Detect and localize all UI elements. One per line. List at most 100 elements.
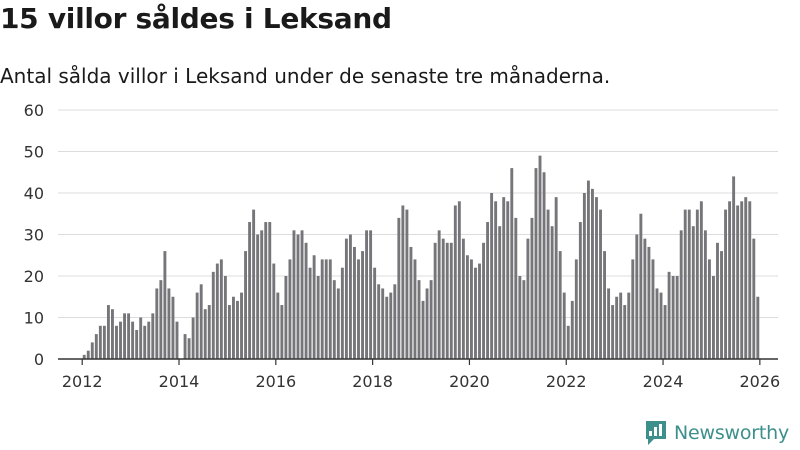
bar (465, 255, 469, 359)
bar (284, 276, 288, 359)
bar (155, 288, 159, 359)
bar (98, 325, 102, 359)
bar (308, 267, 312, 359)
bar (393, 284, 397, 359)
bar (316, 276, 320, 359)
bar (151, 313, 155, 359)
bar (744, 197, 748, 359)
bar (264, 222, 268, 359)
bar (469, 259, 473, 359)
bar (449, 242, 453, 359)
bar (385, 296, 389, 359)
bar (219, 259, 223, 359)
bar (748, 201, 752, 359)
bar (252, 209, 256, 359)
bar (659, 292, 663, 359)
bar (413, 259, 417, 359)
bar (425, 288, 429, 359)
bar (526, 238, 530, 359)
newsworthy-logo: Newsworthy (644, 420, 789, 446)
bar (288, 259, 292, 359)
bar (328, 259, 332, 359)
x-tick-label: 2016 (255, 372, 296, 391)
bar (175, 321, 179, 359)
bar (163, 251, 167, 359)
bar (183, 334, 187, 359)
bar (236, 300, 239, 359)
bar (562, 292, 566, 359)
bar (409, 246, 413, 359)
bar (232, 296, 235, 359)
bar (361, 251, 364, 359)
y-tick-label: 10 (24, 309, 44, 328)
bar (211, 271, 215, 359)
bar (405, 209, 409, 359)
bar (344, 238, 348, 359)
y-tick-label: 30 (24, 226, 44, 245)
bar (490, 193, 494, 359)
bar (502, 197, 506, 359)
bar (417, 280, 421, 359)
y-tick-label: 20 (24, 267, 44, 286)
bar (147, 321, 151, 359)
bar (94, 334, 98, 359)
bar (740, 201, 744, 359)
bar (227, 305, 231, 359)
bar (171, 296, 175, 359)
bar (143, 325, 147, 359)
bar (195, 292, 199, 359)
brand-name: Newsworthy (674, 422, 790, 444)
bar (453, 205, 457, 359)
bar (707, 259, 711, 359)
bar (550, 226, 554, 359)
bar (720, 251, 723, 359)
bar (457, 201, 461, 359)
bar (127, 313, 131, 359)
bar (401, 205, 405, 359)
bar (603, 251, 606, 359)
bar (260, 230, 264, 359)
bar (191, 317, 195, 359)
bar (102, 325, 106, 359)
bar (272, 263, 276, 359)
bar (292, 230, 296, 359)
bar (558, 251, 562, 359)
bar (683, 209, 687, 359)
bar (369, 230, 373, 359)
bar (312, 255, 316, 359)
x-tick-label: 2018 (352, 372, 393, 391)
bar (703, 230, 707, 359)
bar (627, 292, 631, 359)
bar (591, 188, 594, 359)
bar (445, 242, 449, 359)
bar (752, 238, 756, 359)
y-tick-label: 50 (24, 143, 44, 162)
bar (667, 271, 671, 359)
bar (582, 193, 586, 359)
bar (643, 238, 647, 359)
bar (429, 280, 433, 359)
bar (728, 201, 732, 359)
bar (187, 338, 191, 359)
bar (421, 300, 425, 359)
bar (611, 305, 615, 359)
bar (574, 259, 578, 359)
bar (586, 180, 590, 359)
bar (248, 222, 252, 359)
bar (712, 276, 715, 359)
bar (675, 276, 679, 359)
bar (695, 209, 699, 359)
bar (522, 280, 526, 359)
x-tick-label: 2022 (546, 372, 587, 391)
bar (300, 230, 304, 359)
bar (542, 172, 546, 359)
bar (623, 305, 627, 359)
x-tick-label: 2014 (159, 372, 200, 391)
bar (348, 234, 352, 359)
x-tick-label: 2024 (643, 372, 684, 391)
bar (167, 288, 171, 359)
bar (687, 209, 691, 359)
bar (389, 292, 393, 359)
bar (514, 217, 518, 359)
bar (377, 284, 381, 359)
